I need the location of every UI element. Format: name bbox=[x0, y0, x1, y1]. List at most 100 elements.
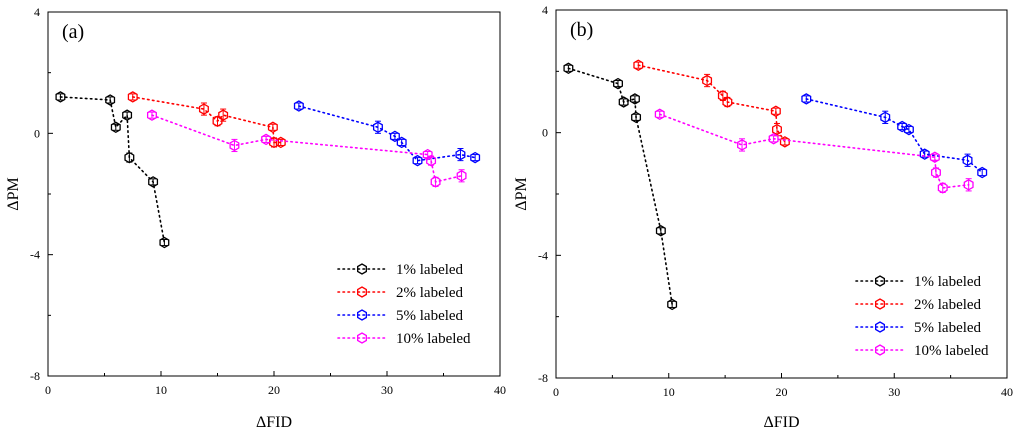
data-point bbox=[105, 94, 116, 106]
series-3 bbox=[293, 100, 481, 167]
legend-item: 5% labeled bbox=[855, 320, 982, 336]
x-axis-title: ΔFID bbox=[763, 414, 799, 431]
legend-marker bbox=[357, 263, 367, 275]
series-1 bbox=[55, 91, 170, 249]
legend-marker bbox=[875, 321, 885, 333]
data-point bbox=[127, 91, 138, 103]
legend-label: 2% labeled bbox=[396, 285, 464, 301]
data-point bbox=[422, 148, 433, 161]
data-point bbox=[768, 133, 779, 145]
data-point bbox=[655, 225, 666, 237]
data-point bbox=[563, 62, 574, 75]
y-tick-label: 4 bbox=[34, 5, 40, 19]
series-line bbox=[637, 64, 786, 143]
legend-marker bbox=[357, 309, 367, 321]
legend-marker bbox=[875, 344, 885, 356]
data-point bbox=[218, 109, 229, 121]
data-point bbox=[772, 123, 782, 136]
series-line bbox=[298, 105, 476, 162]
legend-label: 1% labeled bbox=[914, 274, 982, 290]
data-point bbox=[737, 139, 748, 151]
data-point bbox=[633, 59, 644, 71]
x-tick-label: 20 bbox=[268, 383, 280, 397]
y-tick-label: -4 bbox=[538, 248, 548, 262]
legend-label: 1% labeled bbox=[396, 262, 464, 278]
panel-b: 0 10 20 30 40 -8 -4 0 4 ΔFID ΔPM (b) 1% labeled 2% la… bbox=[513, 3, 1013, 431]
data-point bbox=[396, 136, 407, 149]
data-point bbox=[229, 139, 240, 152]
data-point bbox=[770, 105, 781, 117]
x-tick-label: 10 bbox=[155, 383, 167, 397]
data-point bbox=[977, 166, 988, 179]
data-point bbox=[412, 154, 423, 167]
legend-marker bbox=[875, 298, 885, 310]
data-point bbox=[426, 154, 437, 167]
series-line bbox=[151, 114, 463, 183]
series-3 bbox=[801, 93, 988, 179]
data-point bbox=[198, 103, 209, 115]
data-point bbox=[122, 109, 133, 121]
data-point bbox=[897, 120, 908, 133]
data-point bbox=[269, 136, 279, 149]
legend-item: 10% labeled bbox=[337, 331, 471, 347]
legend-marker bbox=[875, 275, 885, 287]
data-point bbox=[456, 170, 467, 182]
data-point bbox=[667, 298, 678, 311]
y-tick-label: -4 bbox=[30, 248, 40, 262]
x-tick-label: 10 bbox=[663, 385, 675, 399]
y-tick-label: 4 bbox=[542, 3, 548, 17]
panel-label: (b) bbox=[570, 19, 593, 41]
legend: 1% labeled 2% labeled 5% labeled 10% labele… bbox=[855, 274, 989, 359]
data-point bbox=[929, 151, 940, 163]
data-point bbox=[801, 93, 812, 105]
legend-item: 2% labeled bbox=[337, 285, 464, 301]
data-point bbox=[937, 182, 948, 194]
series-1 bbox=[563, 62, 678, 311]
data-point bbox=[880, 111, 891, 124]
data-point bbox=[110, 121, 121, 134]
data-point bbox=[159, 236, 170, 249]
legend-item: 1% labeled bbox=[337, 262, 464, 278]
x-tick-label: 40 bbox=[1001, 385, 1013, 399]
series-4 bbox=[654, 108, 974, 194]
series-line bbox=[131, 96, 282, 144]
panel-a: 0 10 20 30 40 -8 -4 0 4 ΔFID ΔPM (a) 1% labeled 2% la… bbox=[5, 5, 506, 431]
legend-label: 10% labeled bbox=[914, 343, 989, 359]
data-point bbox=[963, 179, 974, 191]
data-point bbox=[430, 176, 441, 188]
legend-item: 10% labeled bbox=[855, 343, 989, 359]
data-point bbox=[55, 91, 66, 103]
legend-label: 5% labeled bbox=[914, 320, 982, 336]
data-point bbox=[654, 108, 665, 121]
data-point bbox=[618, 96, 629, 108]
data-point bbox=[919, 148, 930, 160]
legend-marker bbox=[357, 332, 367, 344]
data-point bbox=[629, 93, 640, 105]
y-tick-label: -8 bbox=[30, 369, 40, 383]
data-point bbox=[613, 77, 623, 90]
data-point bbox=[267, 121, 278, 134]
legend: 1% labeled 2% labeled 5% labeled 10% labele… bbox=[337, 262, 471, 347]
data-point bbox=[470, 151, 481, 164]
legend-item: 5% labeled bbox=[337, 308, 464, 324]
legend-item: 1% labeled bbox=[855, 274, 982, 290]
data-point bbox=[722, 96, 733, 108]
data-point bbox=[455, 148, 466, 161]
y-tick-label: 0 bbox=[34, 126, 40, 140]
panel-label: (a) bbox=[62, 21, 84, 43]
x-axis-title: ΔFID bbox=[256, 414, 292, 431]
data-point bbox=[962, 154, 973, 167]
x-tick-label: 20 bbox=[776, 385, 788, 399]
data-point bbox=[146, 109, 157, 121]
series-line bbox=[567, 67, 673, 306]
series-4 bbox=[146, 109, 467, 188]
data-point bbox=[261, 133, 272, 146]
legend-label: 2% labeled bbox=[914, 297, 982, 313]
x-tick-label: 30 bbox=[888, 385, 900, 399]
legend-item: 2% labeled bbox=[855, 297, 982, 313]
legend-marker bbox=[357, 286, 367, 298]
y-tick-label: -8 bbox=[538, 371, 548, 385]
x-tick-label: 0 bbox=[45, 383, 51, 397]
x-tick-label: 0 bbox=[553, 385, 559, 399]
